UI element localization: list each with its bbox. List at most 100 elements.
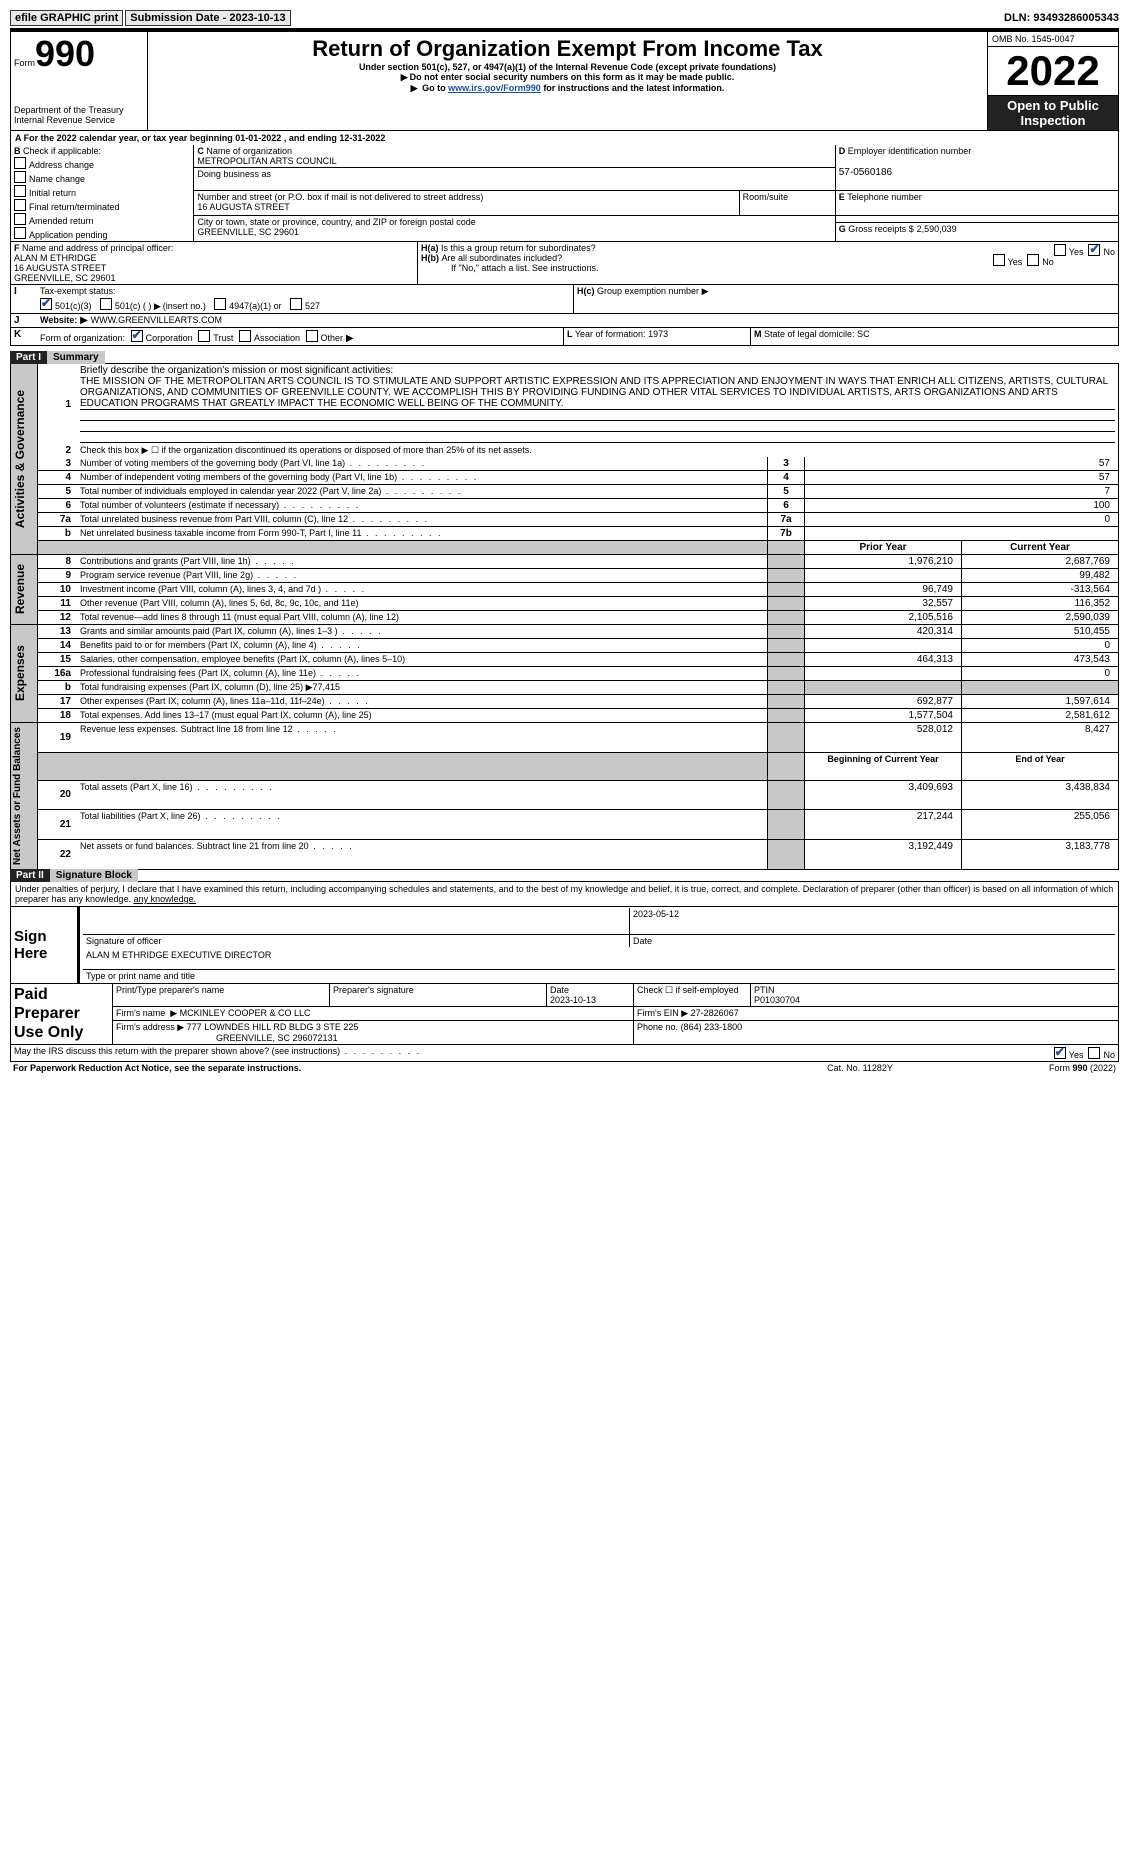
gross-label: Gross receipts $ (848, 224, 914, 234)
val-3: 57 (805, 457, 1119, 471)
ein-label: Employer identification number (848, 146, 972, 156)
tax-status-row: I Tax-exempt status: 501(c)(3) 501(c) ( … (10, 285, 1119, 314)
dln-label: DLN: 93493286005343 (1004, 12, 1119, 24)
chk-501c3[interactable] (40, 298, 52, 310)
efile-btn[interactable]: efile GRAPHIC print (10, 10, 123, 26)
line-a: A For the 2022 calendar year, or tax yea… (10, 131, 1119, 145)
sidebar-netassets: Net Assets or Fund Balances (11, 723, 25, 869)
chk-corp[interactable] (131, 330, 143, 342)
cat-number: Cat. No. 11282Y (757, 1062, 963, 1074)
part1-table: Activities & Governance 1 Briefly descri… (10, 363, 1119, 870)
chk-501c[interactable] (100, 298, 112, 310)
ssn-warning: Do not enter social security numbers on … (156, 72, 979, 83)
officer-sign-date: 2023-05-12 (633, 909, 679, 919)
city-value: GREENVILLE, SC 29601 (197, 227, 831, 237)
officer-label: Name and address of principal officer: (22, 243, 173, 253)
irs-url-link[interactable]: www.irs.gov/Form990 (448, 83, 541, 93)
firm-ein: 27-2826067 (691, 1008, 739, 1018)
chk-application-pending[interactable]: Application pending (14, 226, 190, 240)
sig-label: Signature of officer (83, 935, 630, 948)
firm-phone: (864) 233-1800 (681, 1022, 743, 1032)
ha-yes-chk[interactable] (1054, 244, 1066, 256)
form-label: Form (14, 58, 35, 68)
chk-initial-return[interactable]: Initial return (14, 184, 190, 198)
discuss-no-chk[interactable] (1088, 1047, 1100, 1059)
city-label: City or town, state or province, country… (197, 217, 831, 227)
preparer-date: 2023-10-13 (550, 995, 596, 1005)
firm-addr1: 777 LOWNDES HILL RD BLDG 3 STE 225 (187, 1022, 359, 1032)
street-value: 16 AUGUSTA STREET (197, 202, 735, 212)
form-header: Form990 Department of the Treasury Inter… (10, 31, 1119, 131)
chk-name-change[interactable]: Name change (14, 170, 190, 184)
pra-notice: For Paperwork Reduction Act Notice, see … (10, 1062, 757, 1074)
sidebar-expenses: Expenses (11, 641, 29, 705)
goto-link-line: Go to www.irs.gov/Form990 for instructio… (156, 83, 979, 94)
paid-preparer-block: Paid Preparer Use Only Print/Type prepar… (10, 984, 1119, 1045)
line-2: Check this box ▶ ☐ if the organization d… (77, 444, 1119, 457)
submission-date-tag: Submission Date - 2023-10-13 (125, 10, 290, 26)
current-year-hdr: Current Year (962, 541, 1119, 555)
sidebar-activities: Activities & Governance (11, 386, 29, 532)
footer-row: For Paperwork Reduction Act Notice, see … (10, 1062, 1119, 1074)
tax-year: 2022 (988, 47, 1118, 96)
officer-name: ALAN M ETHRIDGE (14, 253, 414, 263)
room-label: Room/suite (743, 192, 832, 202)
chk-527[interactable] (290, 298, 302, 310)
hb-no-chk[interactable] (1027, 254, 1039, 266)
org-name-label: Name of organization (206, 146, 292, 156)
chk-assoc[interactable] (239, 330, 251, 342)
sign-here-label: Sign Here (11, 907, 79, 984)
chk-final-return[interactable]: Final return/terminated (14, 198, 190, 212)
officer-addr2: GREENVILLE, SC 29601 (14, 273, 414, 283)
gross-value: 2,590,039 (917, 224, 957, 234)
ptin-value: P01030704 (754, 995, 800, 1005)
chk-amended[interactable]: Amended return (14, 212, 190, 226)
chk-4947[interactable] (214, 298, 226, 310)
org-form-row: K Form of organization: Corporation Trus… (10, 328, 1119, 346)
chk-trust[interactable] (198, 330, 210, 342)
website-value[interactable]: WWW.GREENVILLEARTS.COM (91, 315, 222, 325)
self-employed-chk[interactable]: Check ☐ if self-employed (637, 985, 739, 995)
val-6: 100 (805, 499, 1119, 513)
val-5: 7 (805, 485, 1119, 499)
omb-number: OMB No. 1545-0047 (988, 32, 1118, 47)
top-toolbar: efile GRAPHIC print Submission Date - 20… (10, 10, 1119, 26)
eoy-hdr: End of Year (962, 752, 1119, 780)
irs-label: Internal Revenue Service (14, 115, 144, 125)
chk-other[interactable] (306, 330, 318, 342)
hb-label: Are all subordinates included? (442, 253, 563, 263)
tax-exempt-label: Tax-exempt status: (40, 286, 116, 296)
perjury-text: Under penalties of perjury, I declare th… (10, 881, 1119, 906)
entity-info-grid: B Check if applicable: Address change Na… (10, 145, 1119, 242)
firm-name: MCKINLEY COOPER & CO LLC (180, 1008, 311, 1018)
domicile-state: SC (857, 329, 870, 339)
officer-addr1: 16 AUGUSTA STREET (14, 263, 414, 273)
dept-treasury: Department of the Treasury (14, 105, 144, 115)
chk-address-change[interactable]: Address change (14, 156, 190, 170)
phone-label: Telephone number (847, 192, 922, 202)
hc-label: Group exemption number (597, 286, 699, 296)
val-7a: 0 (805, 513, 1119, 527)
form-subtitle: Under section 501(c), 527, or 4947(a)(1)… (156, 62, 979, 72)
val-7b (805, 527, 1119, 541)
part1-header: Part ISummary (10, 352, 1119, 363)
mission-label: Briefly describe the organization's miss… (80, 365, 393, 376)
open-to-public-badge: Open to Public Inspection (988, 96, 1118, 130)
ein-value: 57-0560186 (839, 167, 1115, 178)
ha-label: Is this a group return for subordinates? (441, 243, 596, 253)
year-formed: 1973 (648, 329, 668, 339)
boy-hdr: Beginning of Current Year (805, 752, 962, 780)
org-name: METROPOLITAN ARTS COUNCIL (197, 156, 831, 166)
paid-preparer-label: Paid Preparer Use Only (11, 984, 113, 1045)
ha-no-chk[interactable] (1088, 244, 1100, 256)
hb-yes-chk[interactable] (993, 254, 1005, 266)
sidebar-revenue: Revenue (11, 560, 29, 618)
sign-here-block: Sign Here 2023-05-12 Signature of office… (10, 906, 1119, 984)
website-row: J Website: ▶ WWW.GREENVILLEARTS.COM (10, 314, 1119, 328)
mission-text: THE MISSION OF THE METROPOLITAN ARTS COU… (80, 376, 1108, 409)
street-label: Number and street (or P.O. box if mail i… (197, 192, 735, 202)
dba-label: Doing business as (197, 169, 831, 179)
checkbox-b-label: Check if applicable: (23, 146, 101, 156)
val-4: 57 (805, 471, 1119, 485)
discuss-yes-chk[interactable] (1054, 1047, 1066, 1059)
